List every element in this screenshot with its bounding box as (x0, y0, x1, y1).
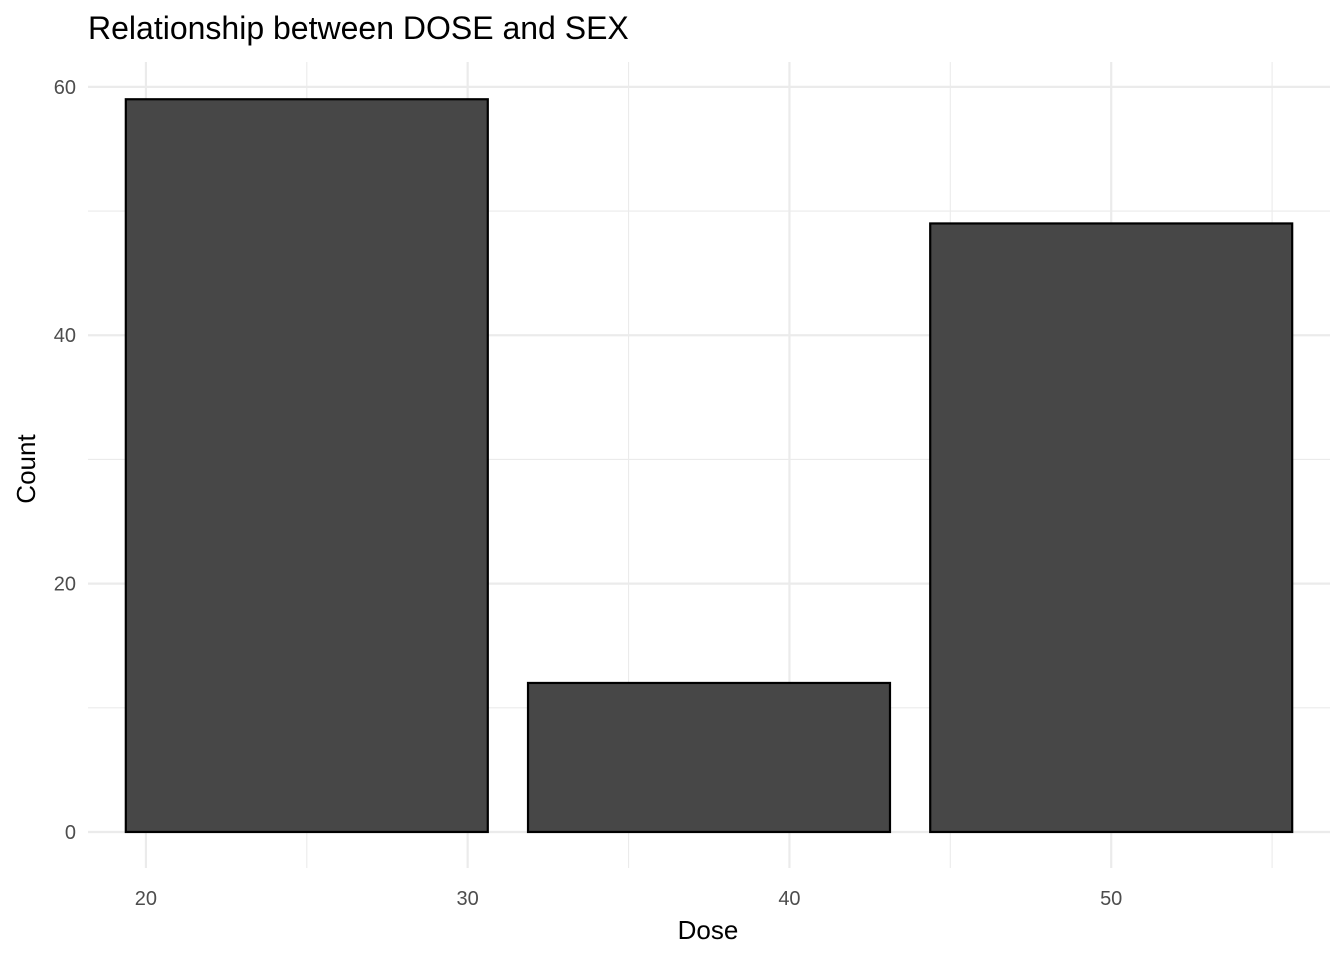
chart-title: Relationship between DOSE and SEX (88, 10, 629, 46)
y-axis-tick-labels: 0 20 40 60 (54, 77, 76, 844)
y-tick-label: 40 (54, 325, 76, 347)
x-tick-label: 40 (778, 888, 800, 910)
x-tick-label: 30 (457, 888, 479, 910)
bar-2 (526, 681, 892, 834)
x-axis-tick-labels: 20 30 40 50 (135, 888, 1123, 910)
bars (124, 98, 1294, 834)
x-axis-title: Dose (678, 915, 739, 945)
bar-1 (124, 98, 489, 834)
y-tick-label: 20 (54, 574, 76, 596)
x-tick-label: 20 (135, 888, 157, 910)
y-tick-label: 0 (65, 822, 76, 844)
bar-3 (929, 222, 1294, 834)
x-tick-label: 50 (1100, 888, 1122, 910)
y-axis-title: Count (11, 434, 41, 504)
y-tick-label: 60 (54, 77, 76, 99)
